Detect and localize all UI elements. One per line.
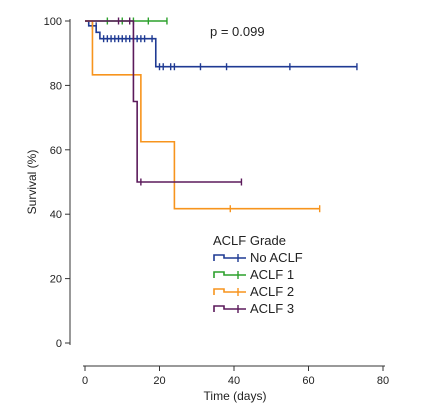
legend-title: ACLF Grade [213, 233, 286, 248]
series-line-aclf-2 [85, 20, 320, 210]
x-tick-label-40: 40 [228, 375, 240, 387]
series-line-aclf-3 [85, 20, 242, 183]
y-tick-label-20: 20 [50, 274, 62, 286]
y-tick-label-40: 40 [50, 209, 62, 221]
legend-label-aclf-2: ACLF 2 [250, 284, 294, 299]
y-tick-label-60: 60 [50, 145, 62, 157]
x-axis-label: Time (days) [204, 389, 267, 403]
y-tick-label-100: 100 [44, 16, 62, 28]
y-axis-label: Survival (%) [25, 150, 39, 215]
legend-item-aclf-2: ACLF 2 [213, 284, 294, 299]
x-tick-label-0: 0 [82, 375, 88, 387]
legend-swatch-no-aclf [213, 254, 246, 261]
legend-label-aclf-1: ACLF 1 [250, 267, 294, 282]
legend-item-aclf-3: ACLF 3 [213, 301, 294, 316]
x-tick-label-20: 20 [153, 375, 165, 387]
legend-item-no-aclf: No ACLF [213, 250, 303, 265]
legend-label-aclf-3: ACLF 3 [250, 301, 294, 316]
legend-item-aclf-1: ACLF 1 [213, 267, 294, 282]
y-tick-label-80: 80 [50, 80, 62, 92]
x-tick-label-80: 80 [377, 375, 389, 387]
y-tick-label-0: 0 [56, 338, 62, 350]
legend-swatch-aclf-2 [213, 288, 246, 295]
x-tick-label-60: 60 [302, 375, 314, 387]
legend-swatch-aclf-3 [213, 305, 246, 312]
legend-label-no-aclf: No ACLF [250, 250, 303, 265]
series-line-no-aclf [85, 20, 357, 68]
p-value-annotation: p = 0.099 [210, 24, 265, 39]
legend: No ACLF ACLF 1 ACLF 2 ACLF 3 [213, 250, 303, 316]
legend-swatch-aclf-1 [213, 271, 246, 278]
